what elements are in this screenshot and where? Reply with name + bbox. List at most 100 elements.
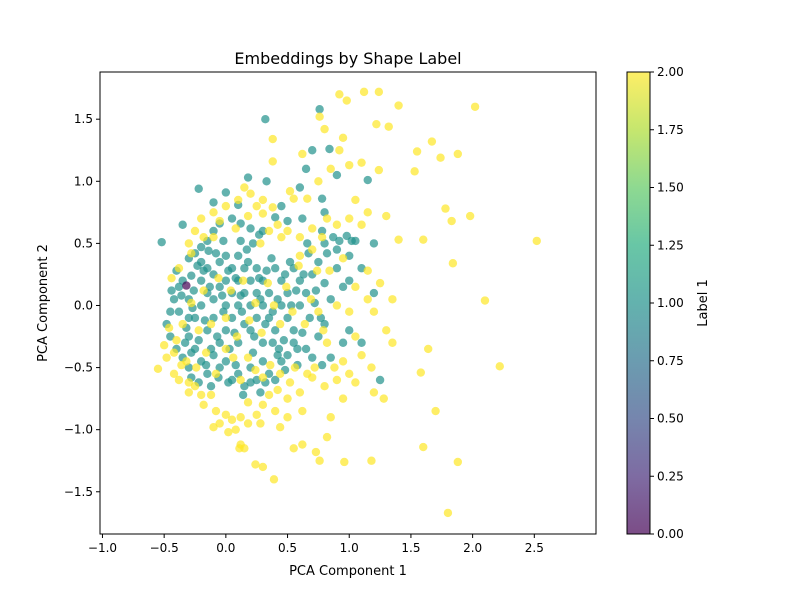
data-point xyxy=(256,239,265,248)
data-point xyxy=(184,332,194,341)
data-point xyxy=(169,348,179,357)
data-point xyxy=(308,224,317,233)
data-point xyxy=(268,203,277,212)
data-point xyxy=(215,216,224,226)
data-point xyxy=(221,357,231,366)
data-point xyxy=(227,214,237,223)
data-point xyxy=(184,239,194,248)
data-point xyxy=(480,296,490,305)
colorbar-tick-label: 1.50 xyxy=(657,181,684,195)
data-point xyxy=(293,344,302,354)
data-point xyxy=(233,301,243,310)
data-point xyxy=(419,442,428,452)
data-point xyxy=(412,147,422,156)
data-point xyxy=(345,214,354,223)
data-point xyxy=(240,264,249,273)
data-point xyxy=(215,282,224,292)
data-point xyxy=(275,369,285,378)
data-point xyxy=(326,295,335,304)
data-point xyxy=(441,204,450,213)
data-point xyxy=(211,369,221,378)
data-point xyxy=(264,288,274,298)
data-point xyxy=(159,341,169,350)
data-point xyxy=(258,400,268,410)
data-point xyxy=(231,360,240,370)
colorbar-tick-label: 1.75 xyxy=(657,123,684,137)
data-point xyxy=(282,282,291,292)
data-point xyxy=(233,251,243,261)
data-point xyxy=(310,363,319,372)
data-point xyxy=(294,261,303,270)
plot-frame xyxy=(99,71,597,535)
data-point xyxy=(206,382,216,391)
data-point xyxy=(178,319,187,329)
data-point xyxy=(209,295,218,304)
data-point xyxy=(290,363,300,372)
data-point xyxy=(236,375,245,385)
data-point xyxy=(303,369,312,378)
data-point xyxy=(357,350,366,360)
data-point xyxy=(363,208,372,217)
data-point xyxy=(236,413,245,422)
data-point xyxy=(271,375,280,385)
data-point xyxy=(193,261,202,270)
data-point xyxy=(164,323,174,333)
data-point xyxy=(194,326,203,335)
data-point xyxy=(251,365,260,375)
data-point xyxy=(345,326,354,335)
data-point xyxy=(252,264,261,273)
data-point xyxy=(388,338,397,347)
data-point xyxy=(338,133,348,143)
data-point xyxy=(326,413,335,422)
data-point xyxy=(330,363,339,372)
data-point xyxy=(209,232,218,242)
y-axis-label: PCA Component 2 xyxy=(36,244,51,362)
data-point xyxy=(243,398,253,407)
data-point xyxy=(374,165,384,175)
data-point xyxy=(226,286,235,295)
data-point xyxy=(243,173,253,182)
data-point xyxy=(289,444,298,453)
data-point xyxy=(236,236,245,246)
data-point xyxy=(295,388,305,397)
data-point xyxy=(224,266,233,275)
data-point xyxy=(279,336,289,345)
data-point xyxy=(382,211,391,221)
data-point xyxy=(340,457,349,467)
data-point xyxy=(291,286,301,295)
data-point xyxy=(252,410,261,419)
data-point xyxy=(317,360,327,370)
data-point xyxy=(275,319,285,329)
data-point xyxy=(192,363,201,372)
data-point xyxy=(338,338,348,347)
data-point xyxy=(177,291,186,300)
data-point xyxy=(303,194,312,203)
data-point xyxy=(213,332,222,341)
data-point xyxy=(277,301,286,310)
data-point xyxy=(271,326,280,335)
data-point xyxy=(295,301,305,310)
data-point xyxy=(359,87,369,97)
y-tick-label: −0.5 xyxy=(64,361,93,375)
data-point xyxy=(312,266,322,275)
data-point xyxy=(221,326,231,335)
data-point xyxy=(320,278,329,288)
data-point xyxy=(301,164,311,174)
y-tick-label: 1.5 xyxy=(74,112,93,126)
data-point xyxy=(416,368,425,377)
data-point xyxy=(308,146,317,155)
data-point xyxy=(256,419,265,428)
data-point xyxy=(332,375,342,385)
data-point xyxy=(199,266,208,275)
data-point xyxy=(384,122,393,131)
data-point xyxy=(326,353,335,362)
data-point xyxy=(263,278,272,288)
data-point xyxy=(252,288,261,298)
data-point xyxy=(375,375,385,385)
x-axis: −1.0 −0.5 0.0 0.5 1.0 1.5 2.0 2.5 xyxy=(88,534,544,555)
data-point xyxy=(295,251,305,261)
colorbar-tick-label: 1.25 xyxy=(657,238,684,252)
data-point xyxy=(335,236,344,246)
data-point xyxy=(532,236,541,246)
data-point xyxy=(273,385,282,395)
